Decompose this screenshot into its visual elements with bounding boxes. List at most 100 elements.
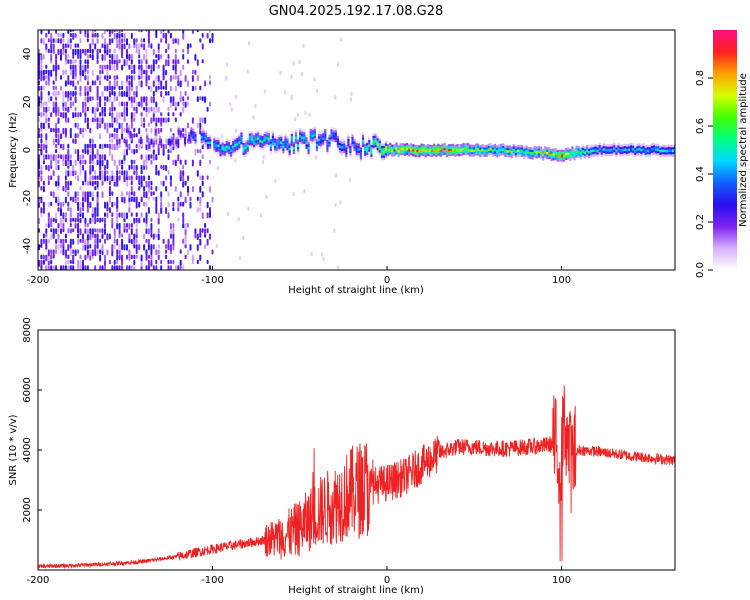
spectrogram-cell	[104, 223, 106, 229]
spectrogram-cell	[60, 201, 62, 209]
spectrogram-cell	[267, 132, 270, 136]
spectrogram-cell	[199, 207, 202, 212]
spectrogram-cell	[113, 259, 116, 265]
spectrogram-cell	[301, 138, 304, 142]
spectrogram-cell	[72, 164, 75, 171]
snr-y-tick-label: 2000	[22, 497, 33, 522]
spectrogram-cell	[130, 64, 133, 70]
spectrogram-cell	[221, 140, 224, 143]
spectrogram-cell	[57, 38, 60, 44]
spectrogram-cell	[182, 217, 185, 224]
spectrogram-cell	[45, 48, 48, 54]
spectrogram-cell	[84, 112, 87, 118]
spectrogram-cell	[565, 157, 568, 160]
spectrogram-cell	[485, 149, 488, 152]
spectrogram-cell	[64, 265, 67, 270]
spectrogram-cell	[91, 48, 94, 54]
spectrogram-cell	[52, 249, 55, 257]
spectrogram-cell	[130, 69, 133, 74]
spectrogram-cell	[206, 175, 209, 180]
spectrogram-cell	[454, 152, 457, 155]
spectrogram-cell	[353, 146, 356, 149]
spectrogram-x-tick-label: 100	[552, 275, 571, 286]
spectrogram-cell	[199, 196, 202, 204]
spectrogram-cell	[391, 149, 394, 152]
spectrogram-cell	[169, 75, 172, 82]
spectrogram-cell	[150, 244, 153, 251]
spectrogram-cell	[284, 148, 287, 151]
spectrogram-cell	[204, 96, 207, 103]
spectrogram-cell	[62, 91, 65, 98]
spectrogram-cell	[111, 117, 114, 124]
spectrogram-cell	[642, 145, 645, 149]
spectrogram-cell	[99, 117, 102, 125]
spectrogram-cell	[648, 151, 651, 155]
spectrogram-cell	[304, 110, 307, 115]
spectrogram-cell	[355, 143, 358, 146]
spectrogram-cell	[609, 144, 612, 147]
spectrogram-cell	[602, 150, 605, 153]
spectrogram-cell	[535, 153, 538, 157]
spectrogram-cell	[330, 138, 333, 142]
spectrogram-cell	[290, 145, 293, 149]
spectrogram-cell	[50, 254, 53, 260]
spectrogram-cell	[179, 127, 182, 131]
spectrogram-cell	[118, 38, 121, 45]
spectrogram-cell	[248, 142, 251, 146]
spectrogram-cell	[611, 146, 614, 149]
spectrogram-cell	[644, 150, 647, 153]
spectrogram-cell	[500, 153, 503, 156]
spectrogram-cell	[167, 191, 170, 197]
spectrogram-cell	[286, 140, 289, 144]
spectrogram-cell	[650, 143, 654, 146]
spectrogram-cell	[116, 59, 119, 66]
spectrogram-cell	[604, 153, 607, 157]
spectrogram-cell	[62, 48, 65, 56]
spectrogram-cell	[155, 259, 158, 265]
spectrogram-cell	[542, 153, 545, 156]
spectrogram-cell	[40, 175, 43, 182]
spectrogram-cell	[139, 139, 143, 142]
spectrogram-cell	[232, 145, 235, 149]
spectrogram-cell	[667, 151, 670, 155]
spectrogram-cell	[108, 149, 111, 156]
spectrogram-cell	[475, 150, 478, 154]
spectrogram-cell	[91, 80, 94, 86]
spectrogram-cell	[223, 143, 226, 147]
spectrogram-cell	[424, 145, 427, 148]
spectrogram-cell	[265, 194, 268, 199]
spectrogram-cell	[667, 144, 670, 147]
spectrogram-cell	[516, 152, 520, 155]
spectrogram-cell	[284, 136, 287, 139]
spectrogram-cell	[548, 149, 551, 152]
spectrogram-cell	[52, 91, 55, 97]
spectrogram-cell	[104, 259, 106, 266]
spectrogram-cell	[554, 153, 557, 156]
spectrogram-cell	[351, 144, 354, 147]
spectrogram-cell	[623, 150, 626, 154]
spectrogram-cell	[531, 152, 534, 155]
spectrogram-cell	[234, 137, 237, 140]
spectrogram-cell	[40, 101, 43, 109]
spectrogram-cell	[121, 91, 124, 98]
spectrogram-cell	[94, 207, 97, 214]
spectrogram-cell	[286, 143, 289, 146]
spectrogram-cell	[118, 30, 121, 35]
spectrogram-cell	[139, 134, 143, 137]
spectrogram-cell	[101, 228, 104, 234]
spectrogram-cell	[101, 54, 104, 61]
spectrogram-cell	[77, 149, 80, 156]
spectrogram-cell	[343, 143, 346, 146]
spectrogram-cell	[177, 59, 180, 65]
spectrogram-cell	[426, 148, 429, 152]
spectrogram-cell	[62, 112, 65, 119]
spectrogram-cell	[174, 54, 177, 60]
spectrogram-cell	[116, 196, 119, 203]
spectrogram-cell	[320, 134, 323, 137]
spectrogram-cell	[155, 201, 158, 209]
spectrogram-cell	[64, 112, 67, 119]
spectrogram-cell	[42, 186, 45, 193]
spectrogram-cell	[636, 153, 639, 156]
spectrogram-cell	[299, 139, 302, 143]
spectrogram-cell	[192, 138, 195, 141]
